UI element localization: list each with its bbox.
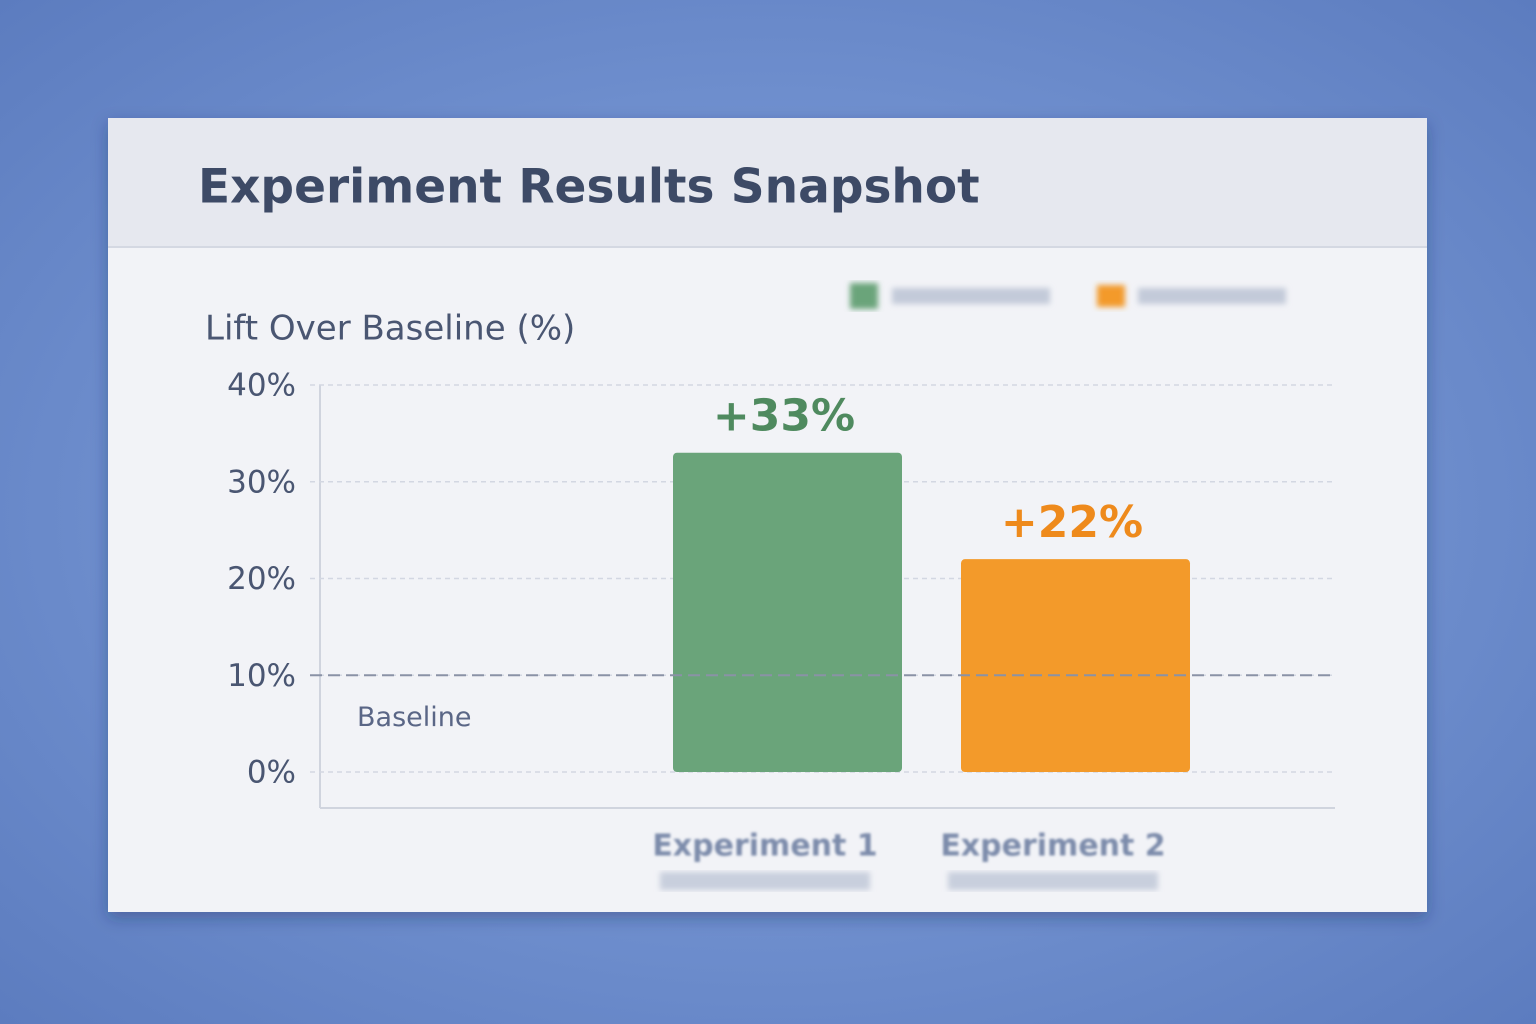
header: [108, 118, 1427, 247]
y-axis-label: Lift Over Baseline (%): [205, 309, 575, 349]
bar: [673, 452, 902, 772]
value-label: +33%: [713, 391, 855, 442]
y-tick-label: 30%: [227, 464, 296, 500]
bar: [961, 559, 1190, 772]
legend-text: [892, 288, 1050, 304]
x-tick-label: Experiment 2: [940, 829, 1165, 864]
y-tick-label: 0%: [247, 755, 296, 791]
legend-swatch: [1097, 285, 1125, 307]
y-tick-label: 20%: [227, 561, 296, 597]
x-tick-label: Experiment 1: [652, 829, 877, 864]
legend-swatch: [850, 283, 878, 309]
legend: [850, 283, 1286, 309]
legend-text: [1138, 288, 1286, 304]
x-tick-sublabel: [660, 872, 870, 890]
baseline-label: Baseline: [357, 702, 471, 733]
value-label: +22%: [1001, 497, 1143, 548]
y-tick-label: 40%: [227, 368, 296, 404]
y-tick-label: 10%: [227, 658, 296, 694]
chart-title: Experiment Results Snapshot: [198, 160, 980, 215]
x-tick-sublabel: [948, 872, 1158, 890]
